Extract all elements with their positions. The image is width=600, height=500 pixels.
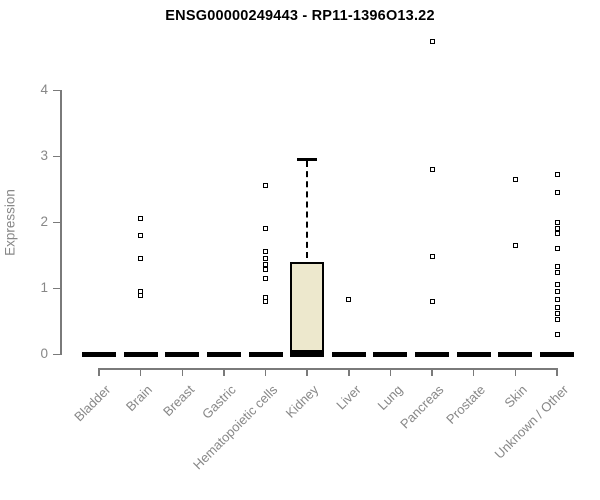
- y-tick-label: 4: [40, 82, 48, 97]
- median-bar: [456, 352, 491, 357]
- outlier-point: [263, 255, 269, 261]
- outlier-point: [554, 231, 560, 237]
- y-axis-line: [60, 90, 62, 355]
- x-axis-label: Bladder: [71, 382, 114, 425]
- x-axis-tick: [264, 368, 267, 376]
- y-tick-label: 0: [40, 346, 48, 361]
- x-axis-label: Liver: [332, 382, 364, 413]
- outlier-point: [554, 296, 560, 302]
- outlier-point: [512, 243, 518, 249]
- outlier-point: [554, 226, 560, 232]
- outlier-point: [554, 219, 560, 225]
- x-axis-tick: [223, 368, 225, 376]
- whisker: [306, 161, 309, 258]
- x-axis-tick: [348, 368, 350, 376]
- y-tick-label: 1: [40, 280, 48, 295]
- outlier-point: [429, 166, 435, 172]
- median-bar: [165, 352, 200, 357]
- outlier-point: [512, 176, 518, 182]
- x-axis-line: [99, 368, 558, 370]
- outlier-point: [429, 298, 435, 304]
- x-axis-label: Breast: [159, 382, 197, 420]
- median-bar: [206, 352, 241, 357]
- outlier-point: [263, 267, 269, 273]
- outlier-point: [554, 311, 560, 317]
- y-axis-tick: [53, 287, 60, 289]
- y-axis-tick: [53, 353, 60, 355]
- outlier-point: [554, 331, 560, 337]
- x-axis-label: Kidney: [283, 382, 322, 421]
- x-axis-label: Skin: [501, 382, 530, 411]
- x-axis-tick: [181, 368, 184, 376]
- x-axis-tick: [139, 368, 142, 376]
- x-axis-tick: [431, 368, 433, 376]
- x-axis-tick: [306, 368, 308, 376]
- y-axis-tick: [53, 155, 60, 157]
- outlier-point: [263, 226, 269, 232]
- whisker-cap: [297, 158, 318, 161]
- outlier-point: [554, 171, 560, 177]
- outlier-point: [138, 232, 144, 238]
- outlier-point: [554, 305, 560, 311]
- outlier-point: [263, 262, 269, 268]
- outlier-point: [554, 190, 560, 196]
- outlier-point: [554, 317, 560, 323]
- outlier-point: [429, 254, 435, 260]
- y-tick-label: 3: [40, 148, 48, 163]
- x-axis-label: Brain: [123, 382, 156, 415]
- y-axis-tick: [53, 221, 60, 223]
- outlier-point: [346, 296, 352, 302]
- median-bar: [290, 352, 325, 357]
- outlier-point: [138, 255, 144, 261]
- x-axis-label: Lung: [374, 382, 406, 414]
- median-bar: [415, 352, 450, 357]
- x-axis-tick: [556, 368, 558, 376]
- box: [290, 261, 325, 352]
- median-bar: [373, 352, 408, 357]
- outlier-point: [263, 183, 269, 189]
- outlier-point: [263, 275, 269, 281]
- x-axis-tick: [472, 368, 475, 376]
- outlier-point: [138, 293, 144, 299]
- x-axis-tick: [98, 368, 100, 376]
- median-bar: [498, 352, 533, 357]
- median-bar: [82, 352, 116, 357]
- outlier-point: [138, 288, 144, 294]
- y-tick-label: 2: [40, 214, 48, 229]
- median-bar: [248, 352, 283, 357]
- median-bar: [331, 352, 366, 357]
- outlier-point: [138, 216, 144, 222]
- chart-title: ENSG00000249443 - RP11-1396O13.22: [165, 8, 435, 24]
- outlier-point: [263, 299, 269, 305]
- x-axis-label: Unknown / Other: [492, 382, 572, 462]
- outlier-point: [554, 263, 560, 269]
- outlier-point: [263, 294, 269, 300]
- outlier-point: [554, 288, 560, 294]
- x-axis-label: Gastric: [198, 382, 239, 422]
- y-axis-title: Expression: [2, 189, 18, 256]
- median-bar: [540, 352, 574, 357]
- x-axis-tick: [514, 368, 517, 376]
- x-axis-label: Prostate: [443, 382, 489, 427]
- x-axis-tick: [389, 368, 392, 376]
- outlier-point: [554, 282, 560, 288]
- x-axis-label: Pancreas: [397, 382, 447, 432]
- outlier-point: [263, 249, 269, 255]
- outlier-point: [554, 245, 560, 251]
- outlier-point: [554, 269, 560, 275]
- y-axis-tick: [53, 89, 60, 91]
- median-bar: [123, 352, 158, 357]
- outlier-point: [429, 39, 435, 45]
